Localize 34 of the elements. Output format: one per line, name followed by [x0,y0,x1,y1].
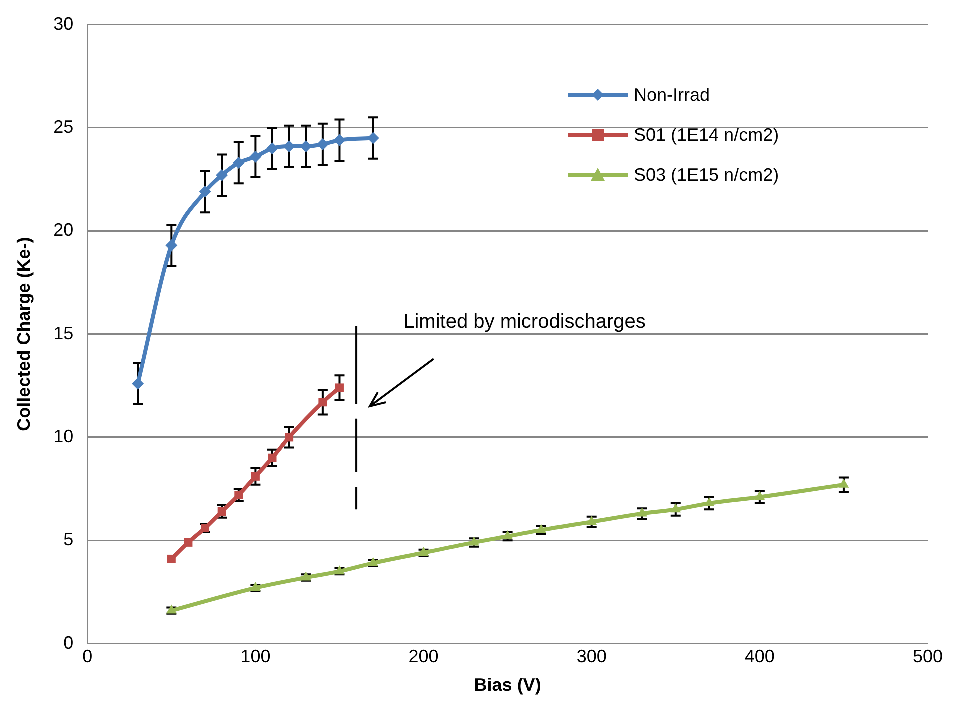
point [754,491,766,500]
point [199,186,212,198]
point [637,508,648,517]
x-tick-label: 500 [912,646,944,667]
y-tick-label: 0 [64,632,74,653]
legend-label: S03 (1E15 n/cm2) [634,164,780,187]
y-tick-label: 20 [54,220,74,240]
point [166,240,178,252]
x-tick-label: 100 [240,646,271,667]
y-tick-label: 25 [54,116,74,137]
x-axis-title: Bias (V) [474,675,542,696]
point [232,157,245,170]
x-tick-label: 400 [744,646,775,667]
annotation: Limited by microdischarges [404,311,646,334]
y-tick-label: 5 [64,530,74,550]
point [216,169,228,182]
x-tick-label: 0 [82,646,93,667]
point [704,497,715,506]
x-tick-label: 300 [576,646,607,667]
point [132,378,144,390]
legend-label: S01 (1E14 n/cm2) [634,124,780,147]
point [670,504,682,513]
point [586,516,598,526]
point [838,478,850,488]
x-tick-label: 200 [408,646,439,667]
point [316,138,329,150]
y-tick-label: 10 [54,426,74,446]
y-tick-label: 15 [54,323,74,344]
point [266,142,279,155]
point [250,150,262,163]
legend-label: Non-Irrad [634,84,710,107]
point [334,134,346,146]
y-axis-title: Collected Charge (Ke-) [14,237,34,432]
y-tick-label: 30 [54,14,74,34]
